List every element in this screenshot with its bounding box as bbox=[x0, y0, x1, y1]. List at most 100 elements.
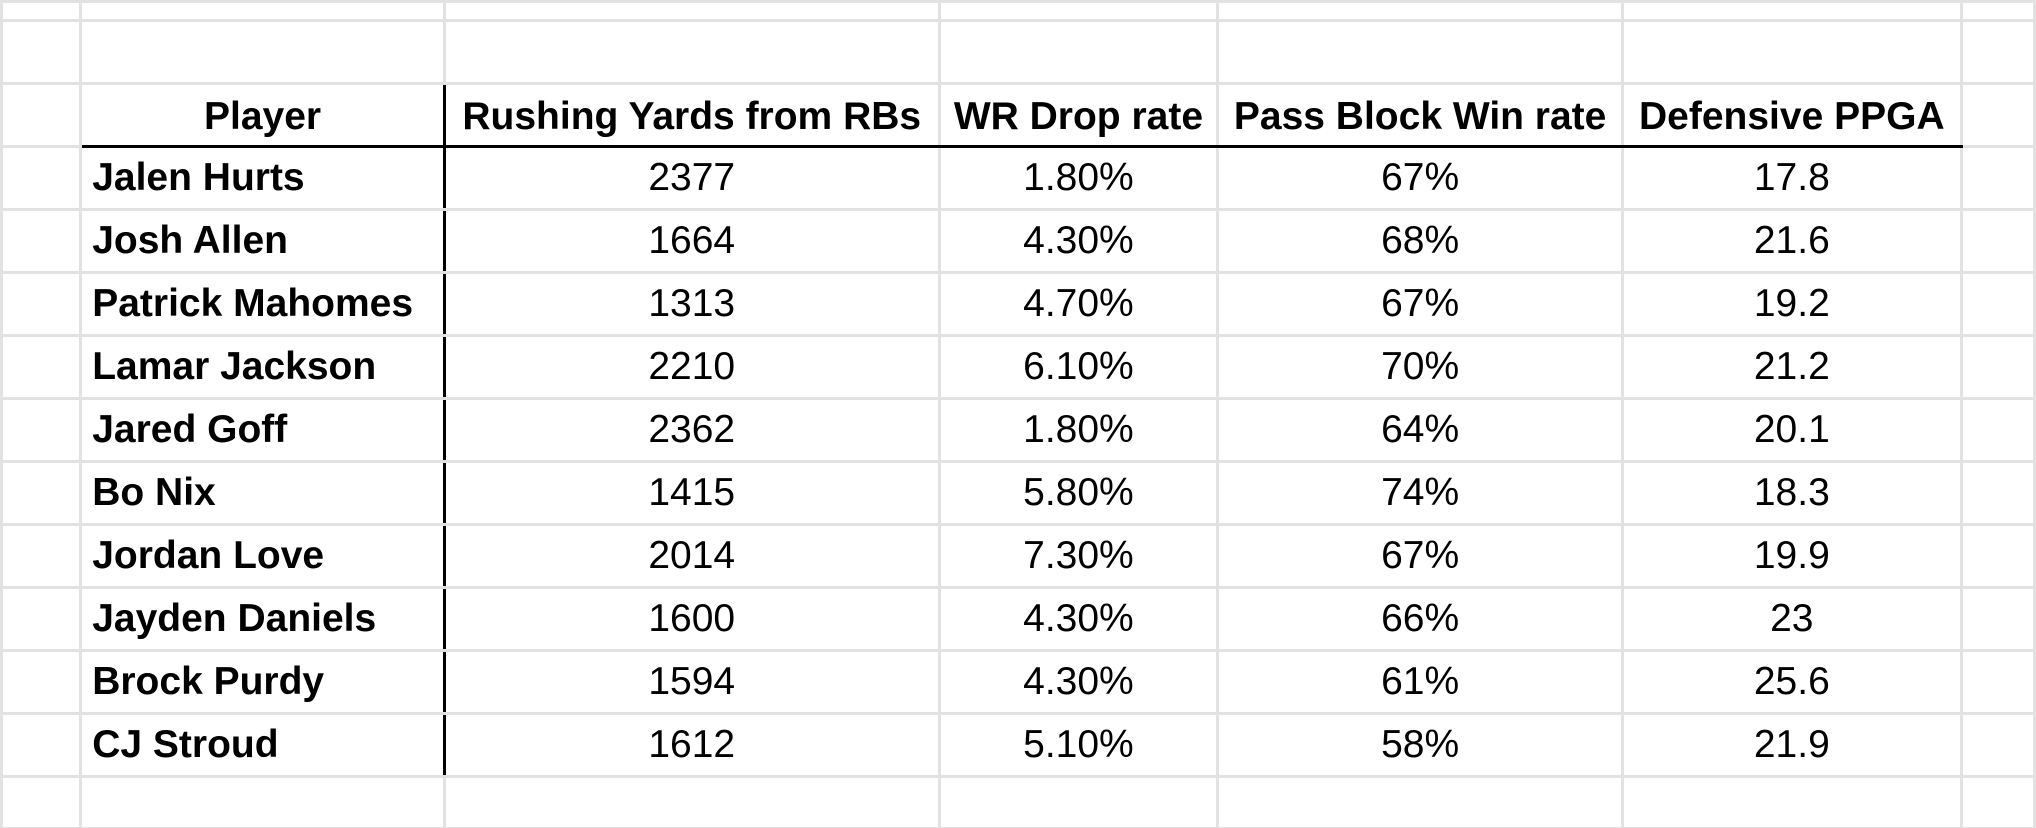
cell[interactable] bbox=[0, 145, 83, 211]
header-rushing-yards[interactable]: Rushing Yards from RBs bbox=[442, 82, 941, 148]
header-player[interactable]: Player bbox=[79, 82, 446, 148]
rushing-yards-cell[interactable]: 2210 bbox=[442, 334, 941, 400]
cell[interactable] bbox=[1620, 0, 1963, 22]
player-name-cell[interactable]: Jalen Hurts bbox=[79, 145, 446, 211]
cell[interactable] bbox=[442, 19, 941, 85]
cell[interactable] bbox=[1959, 586, 2036, 652]
pass-block-cell[interactable]: 70% bbox=[1216, 334, 1624, 400]
pass-block-cell[interactable]: 61% bbox=[1216, 649, 1624, 715]
player-name-cell[interactable]: Brock Purdy bbox=[79, 649, 446, 715]
ppga-cell[interactable]: 21.2 bbox=[1620, 334, 1963, 400]
rushing-yards-cell[interactable]: 1612 bbox=[442, 712, 941, 778]
player-name-cell[interactable]: Jayden Daniels bbox=[79, 586, 446, 652]
pass-block-cell[interactable]: 66% bbox=[1216, 586, 1624, 652]
cell[interactable] bbox=[0, 0, 83, 22]
ppga-cell[interactable]: 17.8 bbox=[1620, 145, 1963, 211]
cell[interactable] bbox=[0, 208, 83, 274]
drop-rate-cell[interactable]: 4.30% bbox=[937, 649, 1220, 715]
cell[interactable] bbox=[0, 775, 83, 828]
cell[interactable] bbox=[1959, 82, 2036, 148]
player-name-cell[interactable]: Bo Nix bbox=[79, 460, 446, 526]
cell[interactable] bbox=[1216, 0, 1624, 22]
ppga-cell[interactable]: 25.6 bbox=[1620, 649, 1963, 715]
pass-block-cell[interactable]: 67% bbox=[1216, 145, 1624, 211]
drop-rate-cell[interactable]: 5.10% bbox=[937, 712, 1220, 778]
ppga-cell[interactable]: 19.2 bbox=[1620, 271, 1963, 337]
cell[interactable] bbox=[442, 0, 941, 22]
ppga-cell[interactable]: 21.6 bbox=[1620, 208, 1963, 274]
drop-rate-cell[interactable]: 1.80% bbox=[937, 145, 1220, 211]
header-defensive-ppga[interactable]: Defensive PPGA bbox=[1620, 82, 1963, 148]
cell[interactable] bbox=[0, 82, 83, 148]
cell[interactable] bbox=[79, 19, 446, 85]
pass-block-cell[interactable]: 58% bbox=[1216, 712, 1624, 778]
cell[interactable] bbox=[1620, 19, 1963, 85]
rushing-yards-cell[interactable]: 1313 bbox=[442, 271, 941, 337]
drop-rate-cell[interactable]: 4.30% bbox=[937, 208, 1220, 274]
cell[interactable] bbox=[0, 649, 83, 715]
cell[interactable] bbox=[937, 0, 1220, 22]
player-name-cell[interactable]: Jordan Love bbox=[79, 523, 446, 589]
rushing-yards-cell[interactable]: 2014 bbox=[442, 523, 941, 589]
cell[interactable] bbox=[1959, 334, 2036, 400]
cell[interactable] bbox=[1620, 775, 1963, 828]
cell[interactable] bbox=[0, 586, 83, 652]
drop-rate-cell[interactable]: 5.80% bbox=[937, 460, 1220, 526]
ppga-cell[interactable]: 23 bbox=[1620, 586, 1963, 652]
cell[interactable] bbox=[79, 0, 446, 22]
player-name-cell[interactable]: Jared Goff bbox=[79, 397, 446, 463]
table-row: Jalen Hurts 2377 1.80% 67% 17.8 bbox=[0, 145, 2036, 211]
cell[interactable] bbox=[1959, 712, 2036, 778]
rushing-yards-cell[interactable]: 2377 bbox=[442, 145, 941, 211]
drop-rate-cell[interactable]: 6.10% bbox=[937, 334, 1220, 400]
cell[interactable] bbox=[1959, 775, 2036, 828]
cell[interactable] bbox=[1959, 19, 2036, 85]
cell[interactable] bbox=[1959, 271, 2036, 337]
drop-rate-cell[interactable]: 4.70% bbox=[937, 271, 1220, 337]
rushing-yards-cell[interactable]: 1600 bbox=[442, 586, 941, 652]
rushing-yards-cell[interactable]: 1594 bbox=[442, 649, 941, 715]
cell[interactable] bbox=[1959, 397, 2036, 463]
player-name-cell[interactable]: Patrick Mahomes bbox=[79, 271, 446, 337]
cell[interactable] bbox=[937, 775, 1220, 828]
cell[interactable] bbox=[0, 523, 83, 589]
cell[interactable] bbox=[1959, 145, 2036, 211]
pass-block-cell[interactable]: 64% bbox=[1216, 397, 1624, 463]
player-name-cell[interactable]: Lamar Jackson bbox=[79, 334, 446, 400]
header-wr-drop-rate[interactable]: WR Drop rate bbox=[937, 82, 1220, 148]
rushing-yards-cell[interactable]: 2362 bbox=[442, 397, 941, 463]
cell[interactable] bbox=[1959, 523, 2036, 589]
header-pass-block-win-rate[interactable]: Pass Block Win rate bbox=[1216, 82, 1624, 148]
cell[interactable] bbox=[1959, 0, 2036, 22]
cell[interactable] bbox=[1959, 649, 2036, 715]
pass-block-cell[interactable]: 74% bbox=[1216, 460, 1624, 526]
cell[interactable] bbox=[1216, 19, 1624, 85]
cell[interactable] bbox=[1959, 460, 2036, 526]
cell[interactable] bbox=[0, 460, 83, 526]
ppga-cell[interactable]: 20.1 bbox=[1620, 397, 1963, 463]
pass-block-cell[interactable]: 67% bbox=[1216, 523, 1624, 589]
pass-block-cell[interactable]: 68% bbox=[1216, 208, 1624, 274]
cell[interactable] bbox=[0, 397, 83, 463]
cell[interactable] bbox=[0, 19, 83, 85]
cell[interactable] bbox=[79, 775, 446, 828]
pass-block-cell[interactable]: 67% bbox=[1216, 271, 1624, 337]
rushing-yards-cell[interactable]: 1415 bbox=[442, 460, 941, 526]
cell[interactable] bbox=[0, 712, 83, 778]
cell[interactable] bbox=[1959, 208, 2036, 274]
drop-rate-cell[interactable]: 1.80% bbox=[937, 397, 1220, 463]
ppga-cell[interactable]: 19.9 bbox=[1620, 523, 1963, 589]
cell[interactable] bbox=[442, 775, 941, 828]
cell[interactable] bbox=[937, 19, 1220, 85]
ppga-cell[interactable]: 21.9 bbox=[1620, 712, 1963, 778]
cell[interactable] bbox=[1216, 775, 1624, 828]
rushing-yards-cell[interactable]: 1664 bbox=[442, 208, 941, 274]
cell[interactable] bbox=[0, 334, 83, 400]
ppga-cell[interactable]: 18.3 bbox=[1620, 460, 1963, 526]
drop-rate-cell[interactable]: 4.30% bbox=[937, 586, 1220, 652]
player-name-cell[interactable]: CJ Stroud bbox=[79, 712, 446, 778]
drop-rate-cell[interactable]: 7.30% bbox=[937, 523, 1220, 589]
player-name-cell[interactable]: Josh Allen bbox=[79, 208, 446, 274]
cell[interactable] bbox=[0, 271, 83, 337]
